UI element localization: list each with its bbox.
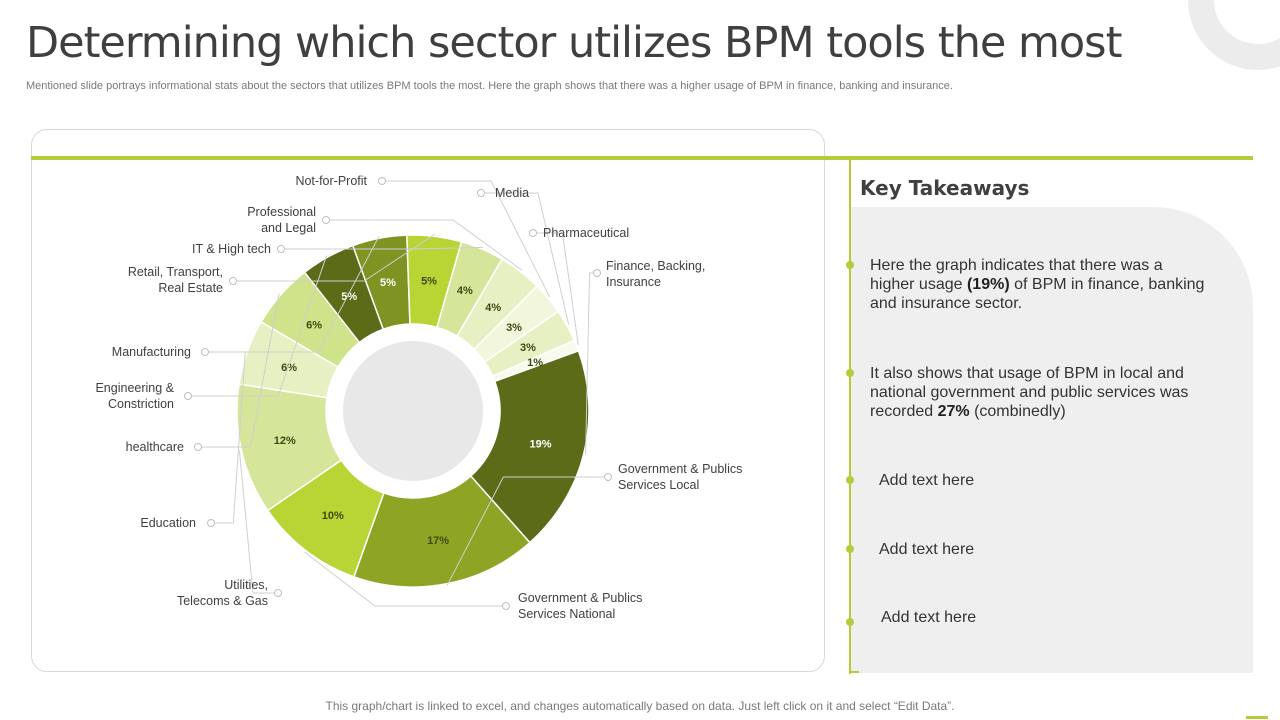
timeline-dot [846,545,854,553]
takeaway-item-1: Here the graph indicates that there was … [870,257,1205,312]
category-label: Engineering & Constriction [95,381,174,411]
donut-slice[interactable] [469,349,590,544]
leader-dot [207,519,215,527]
timeline-line [849,160,851,674]
chart-container [31,129,825,672]
slice-value-label: 17% [427,535,449,547]
category-label: Education [140,516,196,530]
leader-dot [229,277,237,285]
slice-value-label: 10% [322,510,344,522]
leader-line [481,192,570,325]
leader-dot [194,443,202,451]
timeline-end-tick [849,671,859,673]
leader-line [326,219,522,271]
category-label: Utilities, Telecoms & Gas [177,578,268,608]
leader-dot [477,189,485,197]
category-label: Not-for-Profit [295,174,367,188]
leader-dot [184,392,192,400]
slice-value-label: 5% [421,275,437,287]
leader-line [382,180,551,298]
leader-dot [274,589,282,597]
leader-dot [502,602,510,610]
donut-chart[interactable]: 19% Finance, Backing, Insurance 17% Governme… [0,0,830,690]
takeaway-item-3[interactable]: Add text here [879,472,975,489]
slice-value-label: 3% [506,322,522,334]
leader-dot [529,229,537,237]
slice-value-label: 19% [529,438,551,450]
corner-accent [1246,716,1268,719]
slice-value-label: 6% [306,319,322,331]
timeline-dot [846,261,854,269]
leader-dot [322,216,330,224]
page-title: Determining which sector utilizes BPM to… [26,18,1122,68]
decorative-ring [1188,0,1280,70]
leader-line [238,450,278,594]
slice-value-label: 4% [457,285,473,297]
category-label: Professional and Legal [247,205,316,235]
timeline-dot [846,369,854,377]
key-takeaways-title: Key Takeaways [860,176,1030,200]
category-label: healthcare [126,440,184,454]
donut-slice[interactable] [353,474,531,588]
leader-line [211,351,246,524]
leader-line [533,232,579,345]
takeaways-panel [851,207,1253,673]
page-subtitle: Mentioned slide portrays informational s… [26,80,953,92]
donut-center [343,341,483,481]
takeaway-item-2: It also shows that usage of BPM in local… [870,365,1189,420]
leader-line [205,236,380,353]
timeline-dot [846,618,854,626]
slice-value-label: 5% [380,277,396,289]
leader-line [281,246,484,250]
leader-line [188,255,328,397]
slice-value-label: 4% [485,302,501,314]
leader-dot [378,177,386,185]
category-label: Finance, Backing, Insurance [606,259,705,289]
leader-line [446,476,608,586]
leader-line [233,233,435,282]
category-label: Government & Publics Services Local [618,462,742,492]
accent-bar [31,156,1253,160]
slice-value-label: 6% [281,362,297,374]
takeaway-item-4[interactable]: Add text here [879,541,975,558]
donut-slice[interactable] [491,339,580,383]
slice-value-label: 1% [527,357,543,369]
slice-value-label: 12% [274,435,296,447]
leader-dot [604,473,612,481]
category-label: Manufacturing [112,345,191,359]
footer-note: This graph/chart is linked to excel, and… [325,699,955,713]
leader-line [304,551,506,607]
leader-dot [201,348,209,356]
leader-line [198,293,280,448]
category-label: Pharmaceutical [543,226,629,240]
takeaway-item-5[interactable]: Add text here [881,609,977,626]
category-label: Government & Publics Services National [518,591,642,621]
leader-dot [277,245,285,253]
timeline-dot [846,476,854,484]
category-label: Media [495,186,529,200]
slice-value-label: 3% [520,342,536,354]
category-label: IT & High tech [192,242,271,256]
category-label: Retail, Transport, Real Estate [128,265,223,295]
leader-dot [593,269,601,277]
